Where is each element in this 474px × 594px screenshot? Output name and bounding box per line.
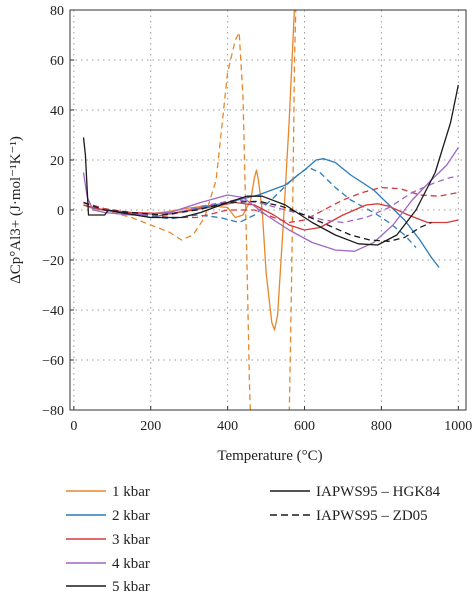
y-tick-label-0: −80 xyxy=(42,404,64,419)
series-line-2-kbar-zd05-4 xyxy=(83,166,417,248)
axes xyxy=(69,9,467,411)
y-tick-label-2: −40 xyxy=(42,304,64,319)
legend-label-6: IAPWS95 – ZD05 xyxy=(316,508,428,524)
x-tick-label-4: 800 xyxy=(371,419,392,434)
legend: 1 kbar 2 kbar 3 kbar 4 kbar 5 kbar IAPWS95 – … xyxy=(66,484,441,594)
tick-labels: 0 200 400 600 800 1000 −80 −60 −40 −20 0 20 40 60 80 xyxy=(42,4,472,434)
x-tick-label-1: 200 xyxy=(140,419,161,434)
x-tick-label-2: 400 xyxy=(217,419,238,434)
series-line-1-kbar-hgk84-0 xyxy=(83,10,295,331)
y-tick-label-5: 20 xyxy=(50,154,64,169)
x-axis-title: Temperature (°C) xyxy=(217,448,322,464)
legend-label-3: 4 kbar xyxy=(112,556,150,572)
series-line-3-kbar-zd05-6 xyxy=(83,186,459,224)
series-line-1-kbar-zd05-1 xyxy=(83,31,251,410)
series-line-5-kbar-zd05-10 xyxy=(83,200,432,242)
series-line-5-kbar-hgk84-9 xyxy=(82,84,459,246)
y-tick-label-3: −20 xyxy=(42,254,64,269)
series-line-4-kbar-hgk84-7 xyxy=(82,147,459,252)
y-tick-label-6: 40 xyxy=(50,104,64,119)
x-tick-label-3: 600 xyxy=(294,419,315,434)
legend-label-5: IAPWS95 – HGK84 xyxy=(316,484,441,500)
legend-label-0: 1 kbar xyxy=(112,484,150,500)
series-line-3-kbar-hgk84-5 xyxy=(83,201,459,231)
legend-label-4: 5 kbar xyxy=(112,579,150,594)
y-tick-label-1: −60 xyxy=(42,354,64,369)
series-lines xyxy=(82,10,459,410)
legend-label-2: 3 kbar xyxy=(112,532,150,548)
grid-lines xyxy=(70,9,466,411)
legend-label-1: 2 kbar xyxy=(112,508,150,524)
x-tick-label-0: 0 xyxy=(70,419,77,434)
y-tick-label-7: 60 xyxy=(50,54,64,69)
y-tick-label-8: 80 xyxy=(50,4,64,19)
y-axis-title: ΔCp°Al3+ (J·mol⁻¹K⁻¹) xyxy=(8,136,24,284)
x-tick-label-5: 1000 xyxy=(444,419,472,434)
series-line-1-kbar-zd05b-2 xyxy=(288,10,297,410)
y-tick-label-4: 0 xyxy=(57,204,64,219)
